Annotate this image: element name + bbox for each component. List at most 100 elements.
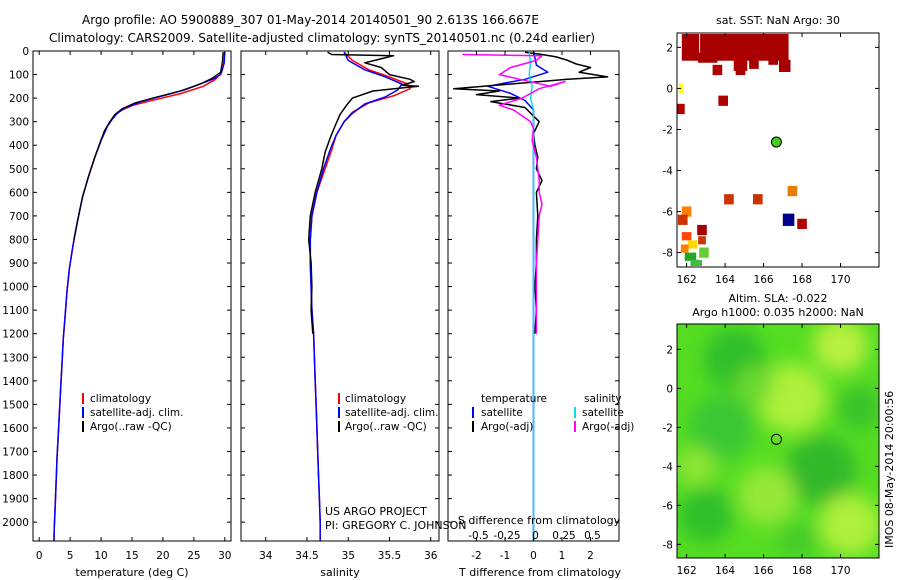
series-t-argo <box>452 51 609 334</box>
sla-axes-frame <box>676 323 880 559</box>
y-tick-label: 400 <box>9 140 29 152</box>
x-tick-label: 164 <box>715 565 735 577</box>
y-tick-label: 0 <box>666 383 673 395</box>
x-top-tick-label: -0.5 <box>468 530 489 542</box>
series-satellite <box>309 51 403 541</box>
sst-cell <box>749 58 759 69</box>
salinity-lines <box>307 51 420 541</box>
x-tick-label: 34.5 <box>295 550 318 562</box>
sla-blob <box>819 494 879 556</box>
sla-blob <box>778 521 818 558</box>
series-argo <box>73 52 224 240</box>
salinity-ticks: 34 34.5 35 35.5 36 <box>241 50 439 562</box>
x-tick-label: 35 <box>342 550 355 562</box>
x-tick-label: 35.5 <box>378 550 401 562</box>
difference-lines <box>452 51 609 541</box>
x-top-tick-label: 0.25 <box>552 530 575 542</box>
legend-title-temperature: temperature <box>481 393 547 405</box>
sst-cell <box>677 214 688 225</box>
x-tick-label: 166 <box>754 274 774 286</box>
sst-map-panel: sat. SST: NaN Argo: 30 162 164 166 168 170 2 0… <box>663 14 880 286</box>
y-tick-label: 1100 <box>2 305 29 317</box>
sst-cell <box>698 236 706 245</box>
sst-cell <box>690 259 703 266</box>
y-tick-label: -4 <box>663 461 674 473</box>
sst-axes-frame <box>676 32 880 268</box>
y-tick-label: 0 <box>22 46 29 58</box>
sst-map-title: sat. SST: NaN Argo: 30 <box>716 14 840 27</box>
sla-blob <box>786 435 856 505</box>
y-tick-label: -8 <box>663 539 673 551</box>
series-argo <box>307 51 420 334</box>
y-tick-label: -8 <box>663 248 673 260</box>
y-tick-label: -2 <box>663 124 673 136</box>
x-tick-label: 34 <box>259 550 273 562</box>
sst-cell <box>698 52 718 63</box>
sla-map-panel: Altim. SLA: -0.022 Argo h1000: 0.035 h20… <box>663 292 880 577</box>
series-climatology <box>309 51 411 541</box>
x-top-tick-label: -0.25 <box>493 530 520 542</box>
x-tick-label: 2 <box>587 550 594 562</box>
sst-cell <box>681 232 692 241</box>
x-tick-label: 25 <box>187 550 200 562</box>
y-tick-label: 300 <box>9 117 29 129</box>
x-tick-label: 168 <box>792 565 812 577</box>
series-t-satellite <box>487 51 549 541</box>
x-tick-label: 162 <box>677 274 697 286</box>
y-tick-label: 800 <box>9 234 29 246</box>
sst-cell <box>687 240 698 249</box>
y-tick-label: 200 <box>9 93 29 105</box>
x-tick-label: 30 <box>218 550 231 562</box>
project-credit: US ARGO PROJECT <box>325 505 427 518</box>
salinity-panel: 34 34.5 35 35.5 36 salinity climatology sate… <box>240 50 466 579</box>
y-tick-label: -6 <box>663 500 674 512</box>
temperature-lines <box>53 52 226 541</box>
sla-blob <box>678 488 733 543</box>
x-tick-label: 5 <box>67 550 74 562</box>
x-tick-label: 168 <box>792 274 812 286</box>
sla-blob <box>677 447 716 486</box>
sla-field <box>677 324 879 558</box>
sst-cell <box>680 244 689 253</box>
difference-panel: -2 -1 0 1 2 -0.5 -0.25 0 0.25 0.5 S difference fr… <box>447 50 634 579</box>
y-tick-label: 2 <box>666 344 673 356</box>
legend-label-climatology: climatology <box>90 393 151 405</box>
sst-cells <box>677 34 807 266</box>
sst-cell <box>782 213 795 226</box>
sst-cell <box>724 194 734 205</box>
sst-cell <box>735 64 746 76</box>
x-tick-label: 15 <box>125 550 138 562</box>
y-tick-label: 2000 <box>2 517 29 529</box>
legend-label-argo: Argo(..raw -QC) <box>345 421 427 433</box>
sla-blob <box>757 363 828 433</box>
y-tick-label: 1400 <box>2 376 29 388</box>
y-tick-label: 1500 <box>2 399 29 411</box>
legend-label-t-argo: Argo(-adj) <box>481 421 533 433</box>
y-tick-label: 500 <box>9 164 29 176</box>
y-tick-label: 700 <box>9 211 29 223</box>
salinity-legend: climatology satellite-adj. clim. Argo(..… <box>338 393 438 433</box>
x-tick-label: 162 <box>677 565 697 577</box>
difference-xlabel-top: S difference from climatology <box>458 514 621 527</box>
y-tick-label: 900 <box>9 258 29 270</box>
salinity-xlabel: salinity <box>320 566 360 579</box>
y-tick-label: 1700 <box>2 446 29 458</box>
difference-xlabel-bottom: T difference from climatology <box>458 566 621 579</box>
sst-cell <box>718 95 728 106</box>
temperature-ticks: 0100200300400500600700800900100011001200… <box>2 46 231 562</box>
sla-blob <box>688 394 754 461</box>
legend-label-argo: Argo(..raw -QC) <box>90 421 172 433</box>
sst-cell <box>677 103 685 115</box>
legend-label-t-satellite: satellite <box>481 407 523 419</box>
temperature-axes-frame <box>32 50 232 542</box>
y-tick-label: -4 <box>663 166 674 178</box>
sst-argo-marker <box>770 136 782 148</box>
y-tick-label: 1300 <box>2 352 29 364</box>
x-tick-label: -1 <box>500 550 510 562</box>
y-tick-label: 1200 <box>2 329 29 341</box>
x-tick-label: 0 <box>530 550 537 562</box>
sst-cell <box>752 194 763 205</box>
sst-cell <box>697 224 707 236</box>
x-tick-label: 36 <box>424 550 438 562</box>
